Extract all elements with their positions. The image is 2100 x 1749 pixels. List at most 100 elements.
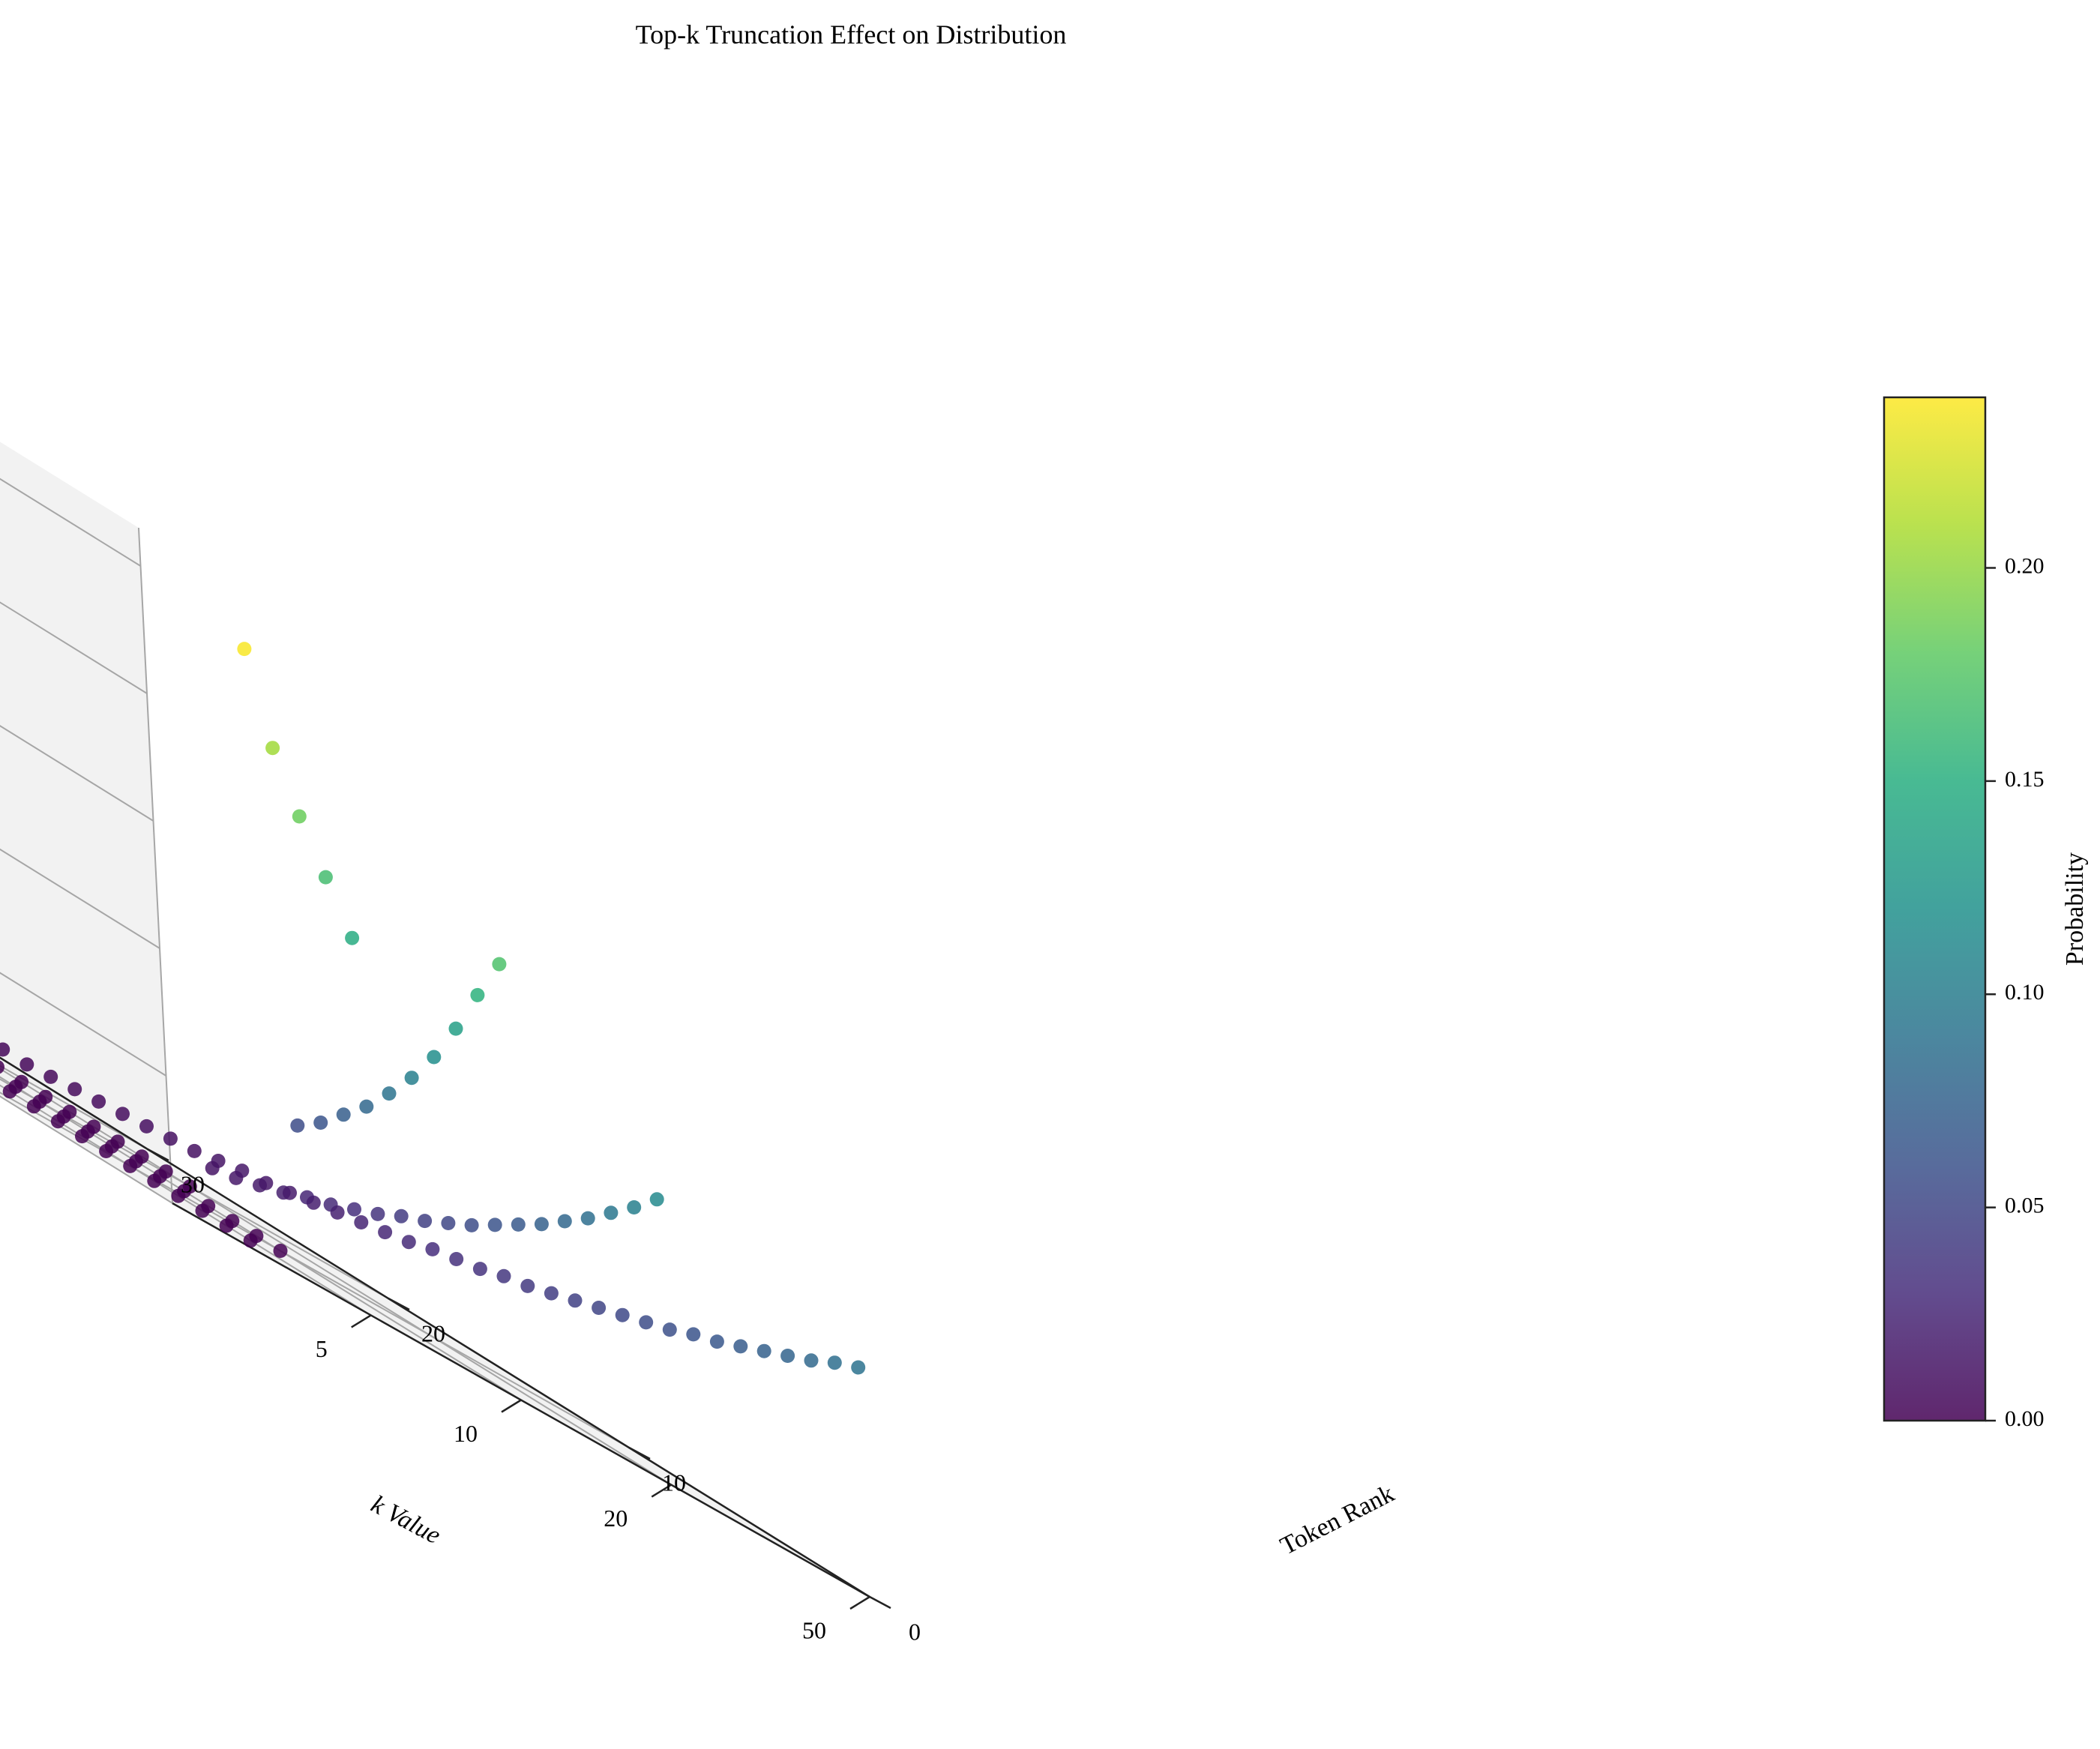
data-point-k50-rank35 bbox=[19, 1057, 34, 1072]
data-point-k5-rank1 bbox=[318, 870, 333, 885]
k-axis-title: k Value bbox=[367, 1490, 445, 1550]
data-point-k20-rank12 bbox=[370, 1206, 385, 1221]
k-tick-label: 5 bbox=[316, 1335, 328, 1362]
data-point-k50-rank11 bbox=[592, 1301, 607, 1315]
data-point-k10-rank12 bbox=[225, 1214, 240, 1229]
data-point-k50-rank22 bbox=[330, 1205, 345, 1220]
data-point-k20-rank20 bbox=[182, 1179, 197, 1194]
data-point-k50-rank30 bbox=[139, 1119, 154, 1134]
colorbar-gradient bbox=[1884, 397, 1985, 1421]
data-point-k50-rank1 bbox=[827, 1355, 842, 1370]
colorbar-tick-label: 0.00 bbox=[2005, 1406, 2045, 1431]
data-point-k10-rank4 bbox=[404, 1071, 419, 1086]
data-point-k50-rank10 bbox=[615, 1307, 630, 1322]
grid-line-back-x bbox=[137, 527, 173, 1204]
axis-tick bbox=[628, 1446, 651, 1460]
x-tick-label: 20 bbox=[421, 1319, 445, 1346]
data-point-k50-rank17 bbox=[449, 1252, 464, 1266]
data-point-k50-rank23 bbox=[306, 1195, 321, 1210]
data-point-k10-rank11 bbox=[249, 1229, 264, 1244]
data-point-k50-rank20 bbox=[378, 1225, 393, 1240]
data-point-k20-rank25 bbox=[62, 1104, 77, 1119]
data-point-k50-rank24 bbox=[283, 1185, 297, 1200]
data-point-k20-rank26 bbox=[38, 1089, 53, 1104]
colorbar-tick-label: 0.10 bbox=[2005, 980, 2045, 1005]
k-tick-label: 10 bbox=[454, 1420, 478, 1447]
data-point-k20-rank5 bbox=[534, 1217, 549, 1232]
data-point-k20-rank11 bbox=[394, 1208, 409, 1223]
data-point-k10-rank1 bbox=[470, 987, 485, 1002]
data-point-k20-rank7 bbox=[487, 1217, 502, 1232]
data-point-k50-rank31 bbox=[115, 1107, 130, 1122]
data-point-k20-rank8 bbox=[464, 1217, 479, 1232]
colorbar: 0.00 0.05 0.10 0.15 0.20 Probability bbox=[1883, 396, 2089, 1431]
data-point-k20-rank13 bbox=[347, 1202, 361, 1217]
data-point-k50-rank16 bbox=[472, 1262, 487, 1277]
data-point-k20-rank28 bbox=[0, 1060, 4, 1074]
axis-tick bbox=[501, 1399, 522, 1413]
data-point-k50-rank9 bbox=[639, 1315, 654, 1330]
data-point-k20-rank23 bbox=[110, 1134, 125, 1149]
data-point-k20-rank2 bbox=[604, 1205, 619, 1220]
data-point-k20-rank22 bbox=[134, 1149, 149, 1164]
data-point-k50-rank36 bbox=[0, 1042, 10, 1057]
data-point-k50-rank6 bbox=[709, 1334, 724, 1349]
axis-tick bbox=[351, 1314, 372, 1328]
data-point-k50-rank8 bbox=[662, 1322, 677, 1337]
data-point-k20-rank0 bbox=[649, 1192, 664, 1207]
data-point-k50-rank34 bbox=[43, 1069, 58, 1084]
data-point-k20-rank10 bbox=[418, 1214, 433, 1229]
data-point-k20-rank9 bbox=[441, 1216, 456, 1230]
data-points bbox=[0, 642, 866, 1375]
data-point-k10-rank3 bbox=[427, 1050, 442, 1065]
data-point-k20-rank21 bbox=[158, 1164, 173, 1179]
colorbar-tick-label: 0.15 bbox=[2005, 767, 2045, 792]
axis-tick bbox=[147, 1148, 169, 1162]
data-point-k50-rank15 bbox=[496, 1268, 511, 1283]
axis-tick bbox=[388, 1297, 410, 1311]
grid-line-floor-k bbox=[0, 1084, 372, 1316]
colorbar-frame bbox=[1883, 396, 1987, 1422]
x-tick-label: 0 bbox=[909, 1618, 921, 1645]
back-pane-left bbox=[0, 442, 172, 1203]
data-point-k10-rank8 bbox=[313, 1116, 328, 1130]
data-point-k10-rank5 bbox=[382, 1086, 397, 1101]
data-point-k50-rank33 bbox=[67, 1082, 82, 1097]
chart-title: Top-k Truncation Effect on Distribution bbox=[636, 19, 1067, 49]
axis-tick bbox=[849, 1595, 870, 1610]
data-point-k5-rank4 bbox=[237, 642, 252, 657]
colorbar-tick-label: 0.05 bbox=[2005, 1193, 2045, 1218]
data-point-k20-rank27 bbox=[14, 1074, 29, 1089]
data-point-k50-rank0 bbox=[851, 1360, 866, 1375]
data-point-k50-rank13 bbox=[544, 1286, 559, 1301]
data-point-k50-rank14 bbox=[520, 1278, 535, 1293]
data-point-k50-rank3 bbox=[780, 1349, 795, 1363]
k-tick-label: 50 bbox=[802, 1616, 826, 1643]
data-point-k20-rank3 bbox=[580, 1211, 595, 1226]
data-point-k50-rank26 bbox=[235, 1164, 250, 1178]
axis-labels: 0102030405051020500.000.050.100.150.200.… bbox=[181, 1170, 1399, 1645]
data-point-k20-rank1 bbox=[627, 1200, 642, 1214]
data-point-k5-rank3 bbox=[265, 741, 280, 756]
axis-lines bbox=[0, 1056, 891, 1610]
x-tick-label: 10 bbox=[662, 1469, 686, 1496]
axis-panes bbox=[0, 442, 870, 1597]
x-tick-label: 30 bbox=[181, 1170, 205, 1197]
data-point-k10-rank6 bbox=[359, 1099, 374, 1114]
data-point-k50-rank5 bbox=[733, 1339, 748, 1354]
grid-line-floor-x bbox=[0, 1065, 148, 1150]
data-point-k50-rank4 bbox=[756, 1343, 771, 1358]
data-point-k50-rank18 bbox=[425, 1241, 440, 1256]
data-point-k5-rank2 bbox=[292, 809, 307, 824]
data-point-k10-rank2 bbox=[448, 1021, 463, 1036]
data-point-k50-rank12 bbox=[568, 1293, 583, 1308]
data-point-k10-rank0 bbox=[492, 957, 507, 972]
data-point-k10-rank9 bbox=[290, 1118, 305, 1133]
data-point-k50-rank32 bbox=[91, 1094, 106, 1109]
data-point-k50-rank7 bbox=[686, 1327, 701, 1342]
x-axis-line bbox=[0, 1056, 870, 1598]
data-point-k5-rank0 bbox=[345, 930, 360, 945]
axis-tick bbox=[651, 1484, 672, 1498]
data-point-k10-rank13 bbox=[201, 1199, 216, 1214]
